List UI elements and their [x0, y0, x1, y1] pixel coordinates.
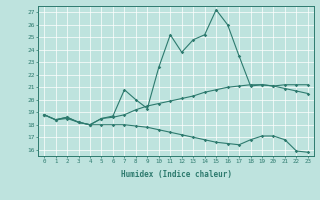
X-axis label: Humidex (Indice chaleur): Humidex (Indice chaleur) — [121, 170, 231, 179]
